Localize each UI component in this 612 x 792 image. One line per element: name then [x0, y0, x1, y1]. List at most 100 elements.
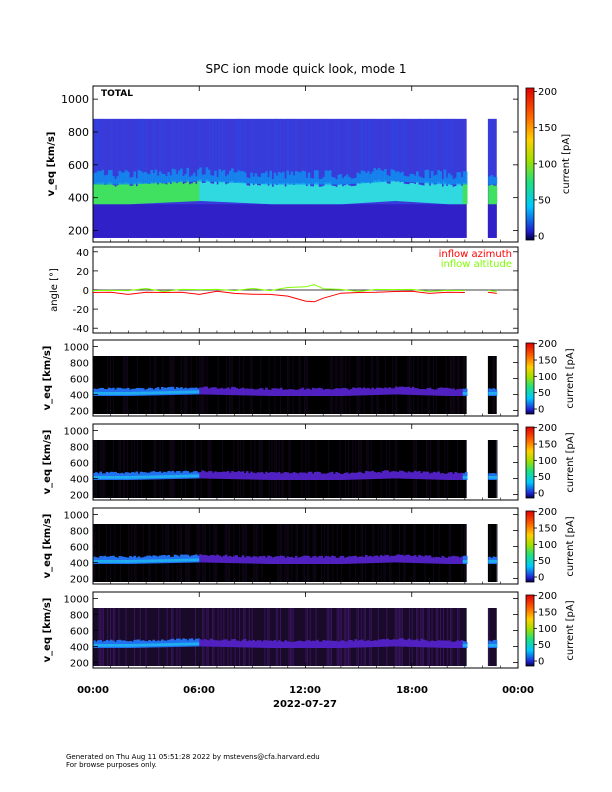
spectrogram-core — [443, 640, 447, 648]
spectrogram-core — [152, 471, 156, 480]
spectrogram-peak — [93, 476, 96, 479]
spectrogram-halo — [207, 169, 211, 182]
spectrogram-stripe — [408, 608, 410, 666]
spectrogram-stripe — [112, 440, 114, 498]
spectrogram-stripe — [461, 524, 463, 582]
spectrogram-core — [201, 387, 204, 395]
spectrogram-core — [273, 639, 277, 648]
colorbar-tick-label: 0 — [538, 573, 544, 584]
spectrogram-peak — [124, 392, 128, 395]
spectrogram-peak — [141, 559, 145, 563]
spectrogram-core — [388, 387, 391, 395]
spectrogram-core — [263, 183, 266, 204]
spectrogram-core — [212, 639, 215, 647]
spectrogram-core — [197, 180, 200, 202]
spectrogram-stripe — [244, 608, 246, 666]
spectrogram-stripe — [95, 440, 97, 498]
spectrogram-peak — [110, 560, 113, 563]
spectrogram-peak — [148, 391, 151, 395]
spectrogram-halo — [452, 179, 455, 185]
spectrogram-peak — [492, 560, 496, 563]
spectrogram-core — [216, 472, 219, 479]
spectrogram-stripe — [377, 524, 379, 582]
spectrogram-core — [175, 183, 179, 203]
spectrogram-core — [150, 181, 153, 204]
spectrogram-stripe — [221, 440, 223, 498]
spectrogram-core — [354, 387, 357, 396]
spectrogram-peak — [178, 558, 181, 562]
spectrogram-core — [252, 389, 255, 396]
spectrogram-halo — [292, 175, 296, 185]
spectrogram-peak — [105, 476, 109, 479]
spectrogram-stripe — [306, 608, 308, 666]
spectrogram-stripe — [304, 356, 306, 414]
spectrogram-stripe — [359, 440, 361, 498]
spectrogram-core — [199, 179, 202, 201]
spectrogram-core — [420, 638, 423, 648]
spectrogram-core — [235, 555, 238, 564]
spectrogram-peak — [184, 474, 187, 478]
spectrogram-core — [290, 389, 294, 396]
spectrogram-core — [205, 639, 209, 647]
spectrogram-peak — [118, 560, 122, 563]
spectrogram-stripe — [200, 356, 202, 414]
spectrogram-core — [237, 471, 241, 480]
y-tick-label: 400 — [70, 474, 89, 485]
spectrogram-core — [294, 182, 298, 205]
spectrogram-core — [216, 184, 219, 202]
spectrogram-peak — [135, 391, 139, 395]
spectrogram-core — [416, 471, 419, 480]
spectrogram-peak — [188, 474, 192, 478]
spectrogram-peak — [464, 560, 468, 563]
spectrogram-stripe — [102, 440, 104, 498]
spectrogram-peak — [182, 642, 185, 646]
panel-label: B sensor — [101, 427, 145, 437]
spectrogram-peak — [131, 475, 134, 479]
spectrogram-core — [407, 386, 411, 395]
spectrogram-core — [214, 387, 217, 395]
spectrogram-core — [418, 184, 421, 203]
spectrogram-core — [384, 387, 387, 395]
spectrogram-stripe — [284, 524, 286, 582]
spectrogram-stripe — [301, 440, 303, 498]
spectrogram-core — [246, 556, 249, 564]
spectrogram-halo — [305, 177, 309, 185]
spectrogram-core — [301, 472, 304, 480]
spectrogram-stripe — [372, 524, 374, 582]
spectrogram-core — [348, 473, 351, 480]
spectrogram-peak — [146, 391, 149, 395]
spectrogram-core — [231, 180, 234, 203]
spectrogram-core — [401, 181, 404, 202]
spectrogram-halo — [163, 174, 166, 183]
spectrogram-core — [382, 471, 385, 479]
spectrogram-stripe — [202, 524, 204, 582]
spectrogram-halo — [199, 167, 202, 182]
spectrogram-peak — [158, 391, 162, 395]
spectrogram-peak — [190, 390, 194, 394]
spectrogram-core — [269, 389, 272, 396]
spectrogram-stripe — [206, 356, 208, 414]
spectrogram-stripe — [122, 356, 124, 414]
spectrogram-core — [110, 639, 113, 648]
spectrogram-stripe — [464, 356, 466, 414]
spectrogram-stripe — [233, 524, 235, 582]
spectrogram-core — [356, 557, 360, 564]
spectrogram-stripe — [305, 356, 307, 414]
spectrogram-core — [456, 640, 459, 648]
spectrogram-core — [322, 557, 326, 564]
spectrogram-halo — [205, 167, 209, 182]
spectrogram-stripe — [153, 440, 155, 498]
spectrogram-core — [282, 555, 285, 564]
spectrogram-halo — [390, 169, 394, 182]
spectrogram-peak — [93, 644, 96, 647]
spectrogram-peak — [161, 559, 164, 563]
spectrogram-core — [148, 183, 151, 204]
spectrogram-core — [316, 388, 319, 396]
spectrogram-stripe — [394, 356, 396, 414]
spectrogram-peak — [144, 559, 147, 563]
spectrogram-halo — [103, 175, 107, 185]
spectrogram-core — [297, 183, 300, 205]
spectrogram-core — [235, 182, 238, 203]
spectrogram-halo — [107, 170, 111, 185]
